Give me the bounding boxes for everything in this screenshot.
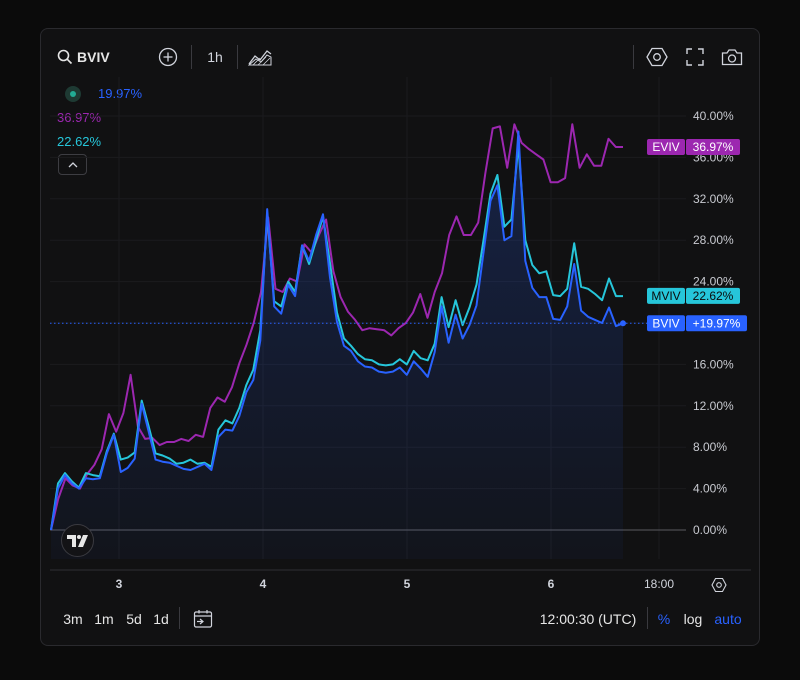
legend-collapse-button[interactable] bbox=[58, 154, 87, 175]
range-1d-button[interactable]: 1d bbox=[153, 611, 169, 627]
divider bbox=[179, 607, 180, 629]
range-5d-button[interactable]: 5d bbox=[126, 611, 142, 627]
add-circle-icon bbox=[158, 47, 178, 67]
tag-label-text: BVIV bbox=[652, 316, 679, 330]
divider bbox=[237, 45, 238, 69]
divider bbox=[191, 45, 192, 69]
camera-icon bbox=[721, 49, 743, 66]
tradingview-logo[interactable] bbox=[61, 524, 94, 557]
chevron-up-icon bbox=[68, 161, 77, 167]
log-scale-toggle[interactable]: log bbox=[683, 611, 703, 627]
tag-label-text: EVIV bbox=[652, 140, 679, 154]
y-tick-label: 8.00% bbox=[693, 440, 727, 454]
symbol-search[interactable]: BVIV bbox=[57, 45, 110, 69]
tag-value-text: +19.97% bbox=[693, 316, 741, 330]
hexagon-settings-icon bbox=[646, 47, 668, 67]
eviv-series-line bbox=[50, 123, 623, 531]
bviv-legend-value: 19.97% bbox=[98, 86, 143, 101]
hexagon-settings-icon bbox=[711, 577, 727, 593]
screenshot-button[interactable] bbox=[720, 45, 744, 69]
mviv-price-tag: MVIV 22.62% bbox=[647, 287, 740, 304]
divider bbox=[633, 45, 634, 69]
mviv-legend-value: 22.62% bbox=[57, 134, 102, 149]
settings-button[interactable] bbox=[645, 45, 669, 69]
axis-settings-button[interactable] bbox=[707, 574, 731, 596]
interval-button[interactable]: 1h bbox=[207, 49, 223, 65]
status-dot bbox=[65, 86, 81, 102]
range-3m-button[interactable]: 3m bbox=[63, 611, 83, 627]
y-tick-label: 28.00% bbox=[693, 233, 734, 247]
legend-bviv: 19.97% bbox=[65, 85, 175, 102]
tag-value-box bbox=[686, 315, 747, 332]
auto-scale-toggle[interactable]: auto bbox=[714, 611, 742, 627]
fullscreen-button[interactable] bbox=[683, 45, 707, 69]
x-tick-label: 6 bbox=[548, 577, 555, 589]
calendar-goto-icon bbox=[193, 610, 213, 628]
bviv-area-fill bbox=[51, 131, 623, 559]
tag-value-box bbox=[686, 287, 740, 304]
eviv-legend-value: 36.97% bbox=[57, 110, 102, 125]
y-tick-label: 16.00% bbox=[693, 357, 734, 371]
tag-label-box bbox=[647, 139, 685, 156]
x-tick-label: 3 bbox=[116, 577, 123, 589]
tag-label-text: MVIV bbox=[651, 289, 680, 303]
top-toolbar: BVIV 1h bbox=[41, 29, 759, 85]
y-tick-label: 12.00% bbox=[693, 399, 734, 413]
x-tick-label: 4 bbox=[260, 577, 267, 589]
divider bbox=[647, 607, 648, 629]
bottom-toolbar: 3m 1m 5d 1d 12:00:30 (UTC) % log auto bbox=[41, 601, 759, 637]
x-tick-label: 5 bbox=[404, 577, 411, 589]
clock-time[interactable]: 12:00:30 (UTC) bbox=[539, 611, 637, 627]
tag-label-box bbox=[647, 287, 685, 304]
search-icon bbox=[57, 49, 73, 65]
tag-label-box bbox=[647, 315, 685, 332]
chart-style-button[interactable] bbox=[247, 45, 273, 69]
bviv-price-tag: BVIV +19.97% bbox=[647, 315, 747, 332]
y-tick-label: 40.00% bbox=[693, 109, 734, 123]
chart-canvas[interactable]: 40.00%36.00%32.00%28.00%24.00%20.00%16.0… bbox=[41, 29, 761, 589]
tag-value-text: 36.97% bbox=[693, 140, 734, 154]
symbol-name: BVIV bbox=[77, 49, 110, 65]
tag-value-box bbox=[686, 139, 740, 156]
compare-symbol-button[interactable] bbox=[157, 46, 179, 68]
chart-panel: BVIV 1h bbox=[40, 28, 760, 646]
bviv-series-line bbox=[50, 130, 624, 531]
y-tick-label: 32.00% bbox=[693, 192, 734, 206]
percent-scale-toggle[interactable]: % bbox=[657, 611, 671, 627]
bviv-last-point bbox=[620, 320, 626, 327]
x-tick-label: 18:00 bbox=[644, 577, 674, 589]
range-1m-button[interactable]: 1m bbox=[94, 611, 114, 627]
y-tick-label: 0.00% bbox=[693, 523, 727, 537]
fullscreen-icon bbox=[686, 48, 704, 66]
tradingview-logo-icon bbox=[66, 534, 88, 547]
mviv-series-line bbox=[50, 144, 623, 531]
tag-value-text: 22.62% bbox=[693, 289, 734, 303]
y-tick-label: 4.00% bbox=[693, 482, 727, 496]
area-chart-icon bbox=[248, 50, 272, 66]
eviv-price-tag: EVIV 36.97% bbox=[647, 139, 740, 156]
y-tick-label: 24.00% bbox=[693, 275, 734, 289]
goto-date-button[interactable] bbox=[191, 607, 215, 631]
